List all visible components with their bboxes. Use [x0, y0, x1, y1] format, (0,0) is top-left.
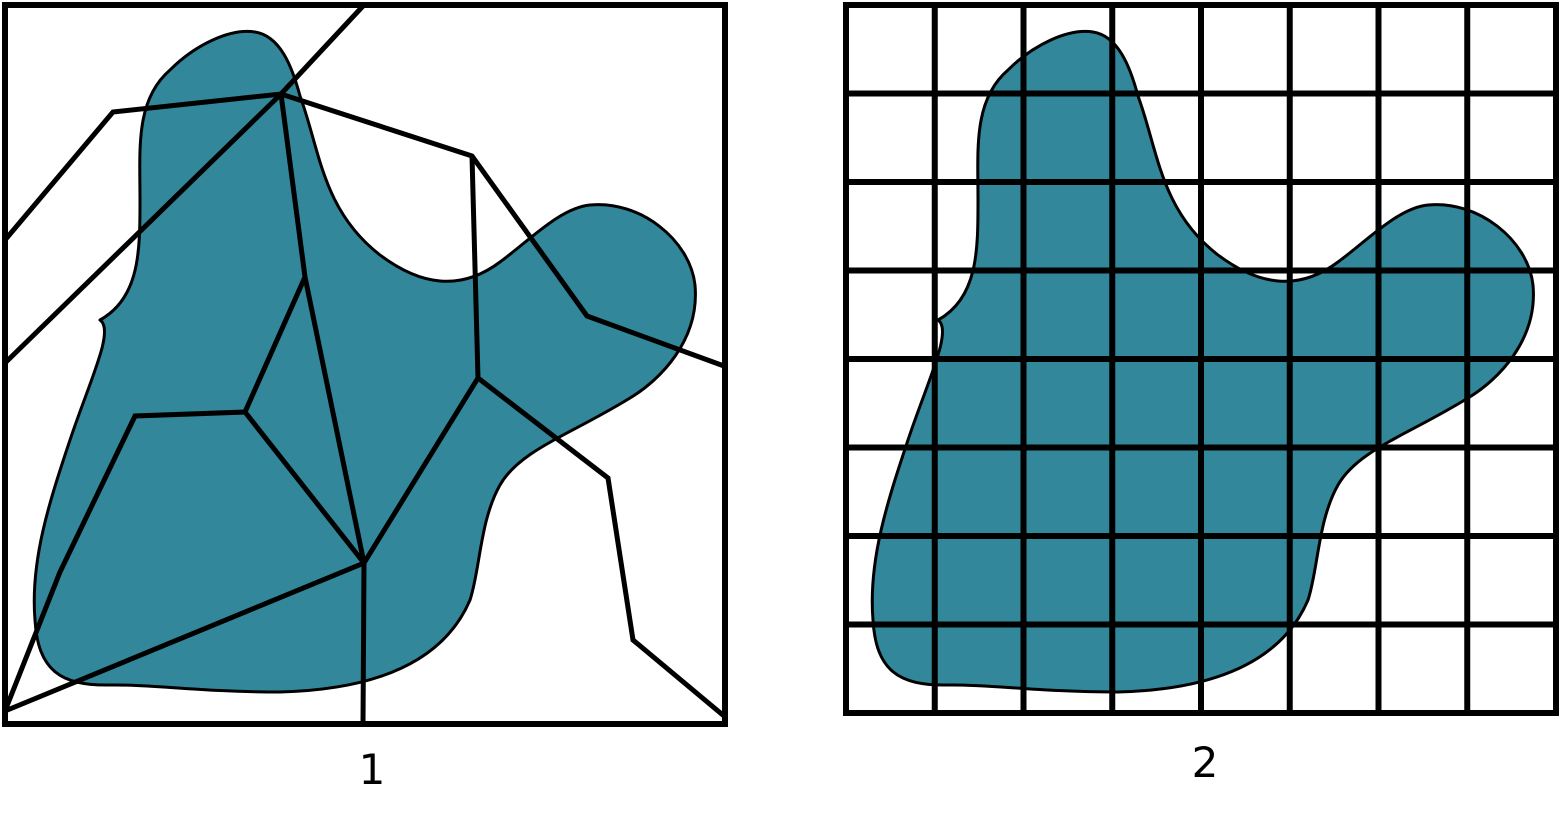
panel-frame	[2, 2, 728, 727]
panel-label: 1	[359, 745, 386, 794]
partition-lines	[2, 4, 726, 725]
panel-grid-partition: 2	[843, 2, 1559, 787]
panel-irregular-partition: 1	[2, 2, 728, 794]
grid-lines	[846, 5, 1556, 713]
partition-edge	[476, 376, 726, 718]
panel-label: 2	[1192, 738, 1219, 787]
panel-frame	[843, 2, 1559, 716]
partition-edge	[3, 91, 725, 369]
partition-edge	[360, 562, 367, 725]
partition-edge	[2, 93, 308, 712]
region-shape	[32, 29, 697, 694]
partition-edge	[4, 155, 481, 714]
